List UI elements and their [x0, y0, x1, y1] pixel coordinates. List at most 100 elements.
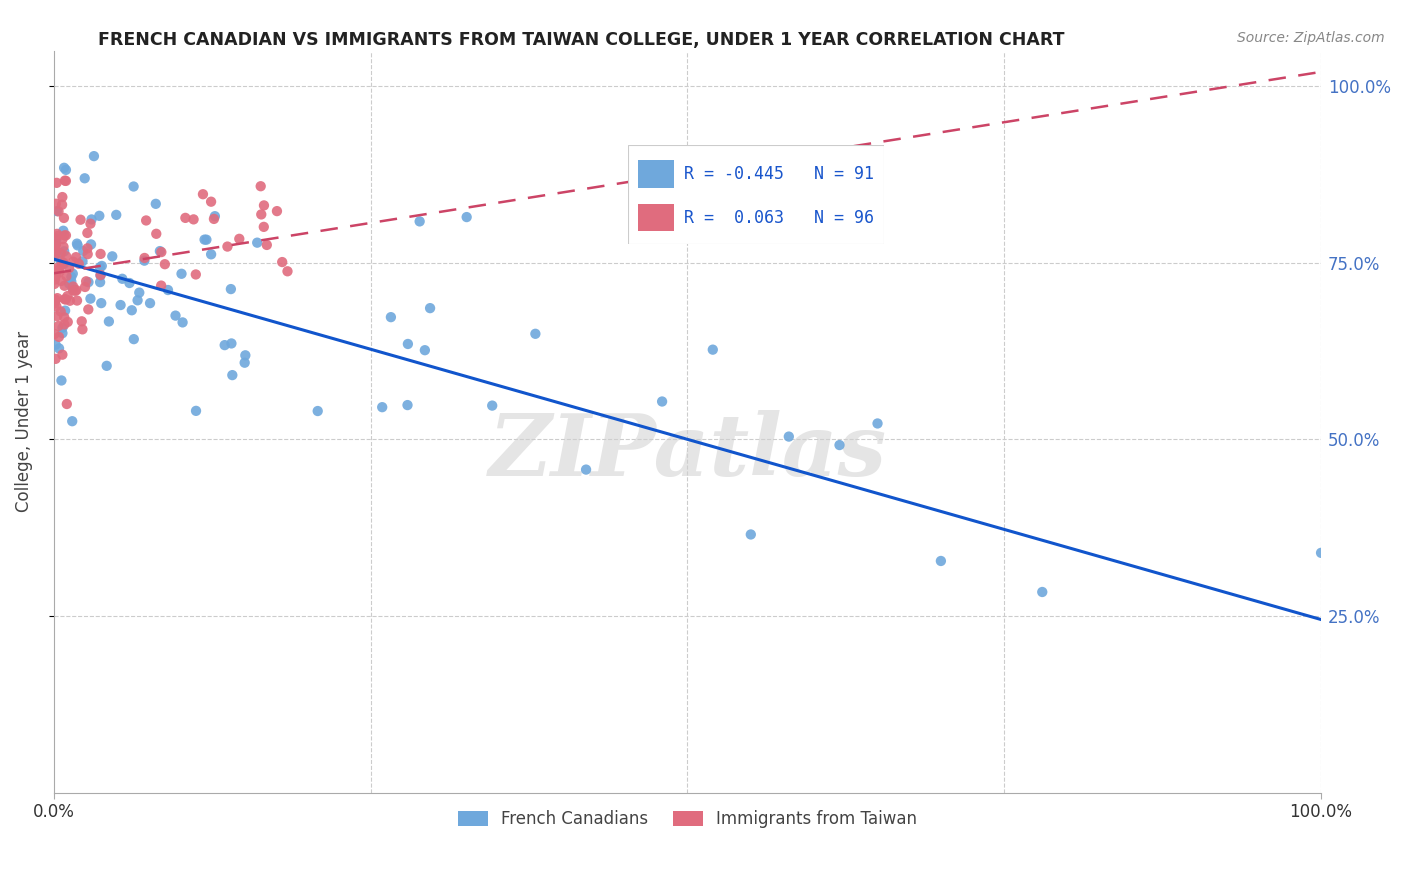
Point	[127, 293, 149, 308]
Y-axis label: College, Under 1 year: College, Under 1 year	[15, 331, 32, 512]
Point	[165, 309, 187, 323]
Point	[145, 197, 167, 211]
Point	[413, 343, 436, 358]
Point	[52, 240, 75, 254]
Point	[214, 338, 236, 352]
Point	[122, 179, 145, 194]
Point	[45, 337, 67, 351]
Point	[66, 238, 89, 252]
Point	[866, 417, 889, 431]
Point	[56, 397, 79, 411]
Point	[156, 283, 179, 297]
Point	[153, 257, 176, 271]
Point	[89, 268, 111, 283]
Point	[76, 247, 98, 261]
FancyBboxPatch shape	[628, 145, 884, 244]
Point	[105, 208, 128, 222]
Point	[195, 233, 218, 247]
Point	[233, 348, 256, 362]
Point	[121, 303, 143, 318]
Point	[51, 190, 73, 204]
Point	[75, 274, 97, 288]
Point	[53, 228, 76, 243]
Point	[45, 238, 67, 252]
Point	[46, 227, 69, 241]
Point	[828, 438, 851, 452]
Point	[83, 149, 105, 163]
Point	[44, 239, 66, 253]
Point	[419, 301, 441, 315]
Point	[740, 527, 762, 541]
Point	[58, 261, 80, 276]
Point	[200, 194, 222, 209]
Point	[51, 232, 73, 246]
Point	[456, 210, 478, 224]
Point	[89, 275, 111, 289]
Point	[149, 244, 172, 258]
Point	[145, 227, 167, 241]
Point	[60, 269, 83, 284]
Point	[53, 278, 76, 293]
Point	[51, 257, 73, 271]
Point	[46, 228, 69, 243]
Point	[52, 211, 75, 225]
Point	[55, 269, 77, 284]
Point	[51, 374, 73, 388]
Text: FRENCH CANADIAN VS IMMIGRANTS FROM TAIWAN COLLEGE, UNDER 1 YEAR CORRELATION CHAR: FRENCH CANADIAN VS IMMIGRANTS FROM TAIWA…	[98, 31, 1064, 49]
Point	[72, 244, 94, 258]
Point	[51, 320, 73, 334]
Point	[53, 303, 76, 318]
Point	[111, 272, 134, 286]
Text: R = -0.445   N = 91: R = -0.445 N = 91	[685, 165, 875, 183]
Point	[524, 326, 547, 341]
Point	[49, 304, 72, 318]
Point	[65, 250, 87, 264]
Point	[90, 259, 112, 273]
Point	[44, 293, 66, 307]
Point	[929, 554, 952, 568]
Point	[183, 212, 205, 227]
Point	[128, 285, 150, 300]
Point	[62, 279, 84, 293]
Point	[90, 268, 112, 282]
Point	[48, 342, 70, 356]
Point	[48, 262, 70, 277]
Point	[651, 394, 673, 409]
Point	[134, 251, 156, 265]
Point	[89, 260, 111, 275]
Point	[79, 217, 101, 231]
Point	[89, 209, 111, 223]
Point	[250, 207, 273, 221]
Point	[45, 244, 67, 259]
Point	[72, 322, 94, 336]
Point	[44, 272, 66, 286]
Point	[55, 249, 77, 263]
Point	[110, 298, 132, 312]
Point	[44, 296, 66, 310]
Point	[45, 237, 67, 252]
Point	[150, 278, 173, 293]
Point	[80, 212, 103, 227]
Point	[60, 275, 83, 289]
Legend: French Canadians, Immigrants from Taiwan: French Canadians, Immigrants from Taiwan	[449, 802, 925, 837]
Point	[56, 289, 79, 303]
Point	[55, 228, 77, 243]
Point	[253, 219, 276, 234]
Bar	[638, 203, 673, 231]
Point	[62, 284, 84, 298]
Point	[90, 247, 112, 261]
Bar	[638, 160, 673, 187]
Point	[219, 282, 242, 296]
Point	[76, 241, 98, 255]
Point	[66, 293, 89, 308]
Point	[204, 209, 226, 223]
Point	[45, 196, 67, 211]
Point	[49, 246, 72, 260]
Point	[481, 399, 503, 413]
Point	[276, 264, 298, 278]
Point	[51, 348, 73, 362]
Point	[396, 398, 419, 412]
Point	[44, 326, 66, 341]
Point	[80, 237, 103, 252]
Point	[221, 336, 243, 351]
